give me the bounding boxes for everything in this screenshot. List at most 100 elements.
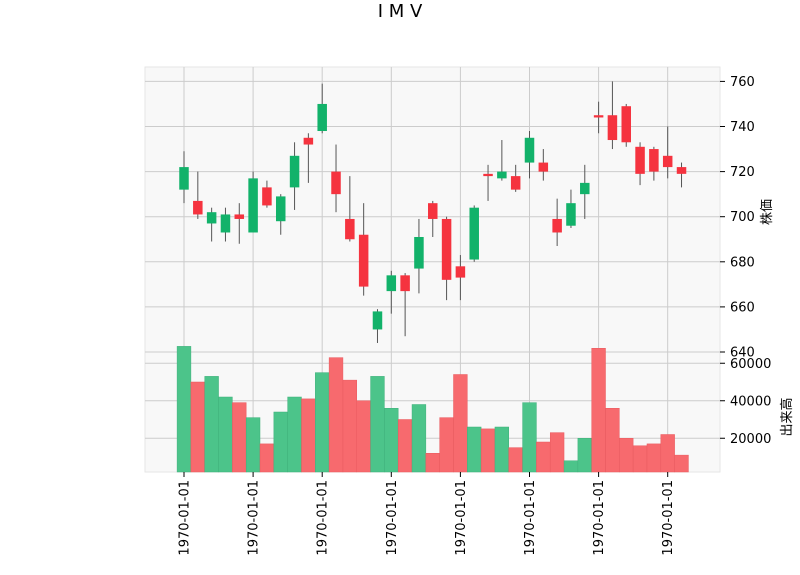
volume-bars xyxy=(176,346,689,473)
price-tick-label: 640 xyxy=(730,346,755,361)
volume-bar xyxy=(660,434,675,473)
candle-body xyxy=(414,236,424,269)
x-tick-label: 1970-01-01 xyxy=(592,480,607,556)
candle-body xyxy=(483,173,493,177)
candle-body xyxy=(635,146,645,174)
candle-body xyxy=(193,200,203,215)
price-tick-label: 660 xyxy=(730,300,755,315)
volume-bar xyxy=(411,404,427,473)
candle-body xyxy=(441,218,452,280)
price-tick-label: 720 xyxy=(730,165,755,180)
candle-body xyxy=(497,171,507,179)
candle-body xyxy=(607,115,618,141)
candle-body xyxy=(289,155,300,188)
price-tick-label: 760 xyxy=(730,75,755,90)
volume-bar xyxy=(549,432,565,473)
volume-bar xyxy=(397,419,413,473)
volume-bar xyxy=(384,408,399,473)
volume-bar xyxy=(176,346,192,473)
candle-body xyxy=(552,218,562,233)
volume-bar xyxy=(259,443,275,473)
volume-bar xyxy=(453,374,468,473)
price-y-axis: 640 660 680 700 720 740 760 xyxy=(720,75,755,361)
volume-bar xyxy=(273,411,288,473)
candle-body xyxy=(428,203,438,219)
candle-body xyxy=(510,176,521,190)
volume-bar xyxy=(301,398,316,473)
candles xyxy=(179,81,687,343)
volume-y-axis: 20000 40000 60000 xyxy=(720,357,771,447)
x-tick-label: 1970-01-01 xyxy=(523,480,538,556)
candle-body xyxy=(524,137,535,163)
volume-bar xyxy=(425,453,440,473)
volume-bar xyxy=(342,379,357,473)
volume-bar xyxy=(356,400,371,473)
chart-title: I M V xyxy=(378,1,423,22)
candle-body xyxy=(621,106,631,143)
candle-body xyxy=(538,162,549,172)
candle-body xyxy=(580,182,590,195)
x-tick-label: 1970-01-01 xyxy=(178,480,193,556)
candle-body xyxy=(262,187,272,206)
x-axis: 1970-01-01 1970-01-01 1970-01-01 1970-01-01… xyxy=(178,472,676,556)
volume-bar xyxy=(605,408,620,473)
candle-body xyxy=(400,275,410,292)
candle-body xyxy=(372,311,383,330)
x-tick-label: 1970-01-01 xyxy=(661,480,676,556)
price-tick-label: 700 xyxy=(730,210,755,225)
volume-bar xyxy=(245,417,261,473)
volume-bar xyxy=(536,441,551,473)
price-axis-label: 株価 xyxy=(760,199,775,225)
candle-body xyxy=(469,207,479,260)
volume-bar xyxy=(370,376,385,473)
candle-body xyxy=(676,167,687,174)
volume-bar xyxy=(508,447,523,473)
x-tick-label: 1970-01-01 xyxy=(385,480,400,556)
x-tick-label: 1970-01-01 xyxy=(247,480,262,556)
candle-body xyxy=(206,212,217,224)
volume-bar xyxy=(632,445,648,473)
candle-body xyxy=(593,115,604,118)
volume-bar xyxy=(328,357,344,473)
volume-tick-label: 40000 xyxy=(730,394,771,409)
candle-body xyxy=(317,103,327,132)
volume-bar xyxy=(467,426,482,473)
volume-bar xyxy=(204,376,219,473)
price-tick-label: 740 xyxy=(730,120,755,135)
candle-body xyxy=(220,214,231,233)
volume-bar xyxy=(522,402,537,473)
candle-body xyxy=(345,218,355,240)
volume-bar xyxy=(218,396,233,473)
volume-tick-label: 60000 xyxy=(730,357,771,372)
volume-bar xyxy=(190,381,205,473)
volume-bar xyxy=(646,443,662,473)
candle-body xyxy=(179,167,189,190)
candle-body xyxy=(358,234,369,287)
x-tick-label: 1970-01-01 xyxy=(454,480,469,556)
volume-bar xyxy=(674,454,689,473)
candle-body xyxy=(234,214,245,219)
volume-bar xyxy=(619,438,634,473)
candle-body xyxy=(331,171,341,195)
volume-bar xyxy=(287,396,302,473)
volume-tick-label: 20000 xyxy=(730,432,771,447)
volume-bar xyxy=(563,460,579,473)
candle-body xyxy=(275,196,286,222)
price-tick-label: 680 xyxy=(730,255,755,270)
volume-bar xyxy=(591,348,606,473)
candle-body xyxy=(662,155,673,168)
candle-body xyxy=(649,149,659,172)
x-tick-label: 1970-01-01 xyxy=(316,480,331,556)
candle-body xyxy=(248,178,258,233)
candle-body xyxy=(455,266,466,278)
volume-bar xyxy=(480,428,496,473)
volume-bar xyxy=(439,417,454,473)
volume-axis-label: 出来高 xyxy=(779,397,795,436)
candle-body xyxy=(303,137,314,145)
volume-bar xyxy=(232,402,247,473)
candle-body xyxy=(386,275,397,292)
volume-bar xyxy=(494,426,510,473)
volume-bar xyxy=(315,372,330,473)
volume-bar xyxy=(577,438,592,473)
